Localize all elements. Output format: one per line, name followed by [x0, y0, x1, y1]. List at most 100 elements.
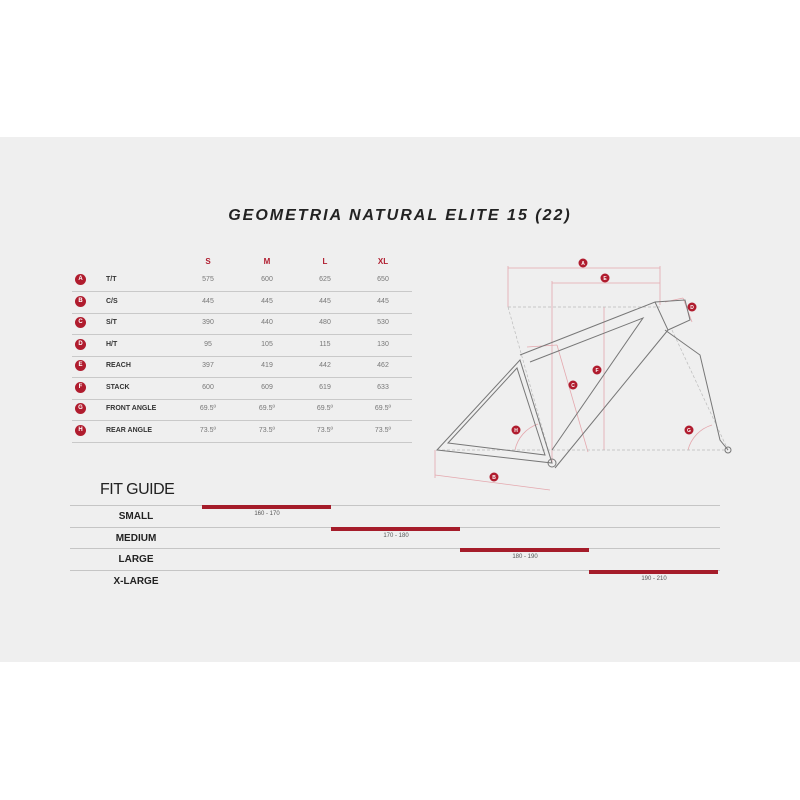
row-value: 650: [377, 276, 389, 283]
row-divider: [72, 420, 412, 421]
row-value: 105: [261, 340, 273, 348]
diagram-badge: B: [489, 472, 499, 482]
fit-size-label: MEDIUM: [115, 532, 157, 544]
row-value: 445: [261, 297, 273, 305]
row-label: H/T: [106, 340, 118, 348]
svg-text:F: F: [595, 368, 598, 374]
row-value: 73.5º: [374, 426, 392, 434]
geometry-row: D H/T 95 105 115 130: [72, 336, 412, 357]
row-badge: H: [75, 424, 86, 436]
row-value: 480: [319, 319, 331, 326]
page-title: GEOMETRIA NATURAL ELITE 15 (22): [228, 207, 572, 224]
row-value: 462: [377, 362, 389, 369]
row-divider: [72, 355, 412, 357]
row-label: C/S: [106, 297, 118, 305]
row-value: 619: [319, 383, 331, 391]
row-value: 73.5º: [258, 426, 276, 434]
row-value: 600: [261, 276, 273, 283]
background-band: [0, 137, 800, 662]
row-value: 130: [377, 340, 389, 348]
fit-range-label: 160 - 170: [254, 511, 280, 517]
row-label: T/T: [106, 276, 117, 283]
row-divider: [72, 398, 412, 400]
row-badge: A: [75, 274, 86, 285]
row-value: 73.5º: [316, 426, 334, 434]
svg-text:D: D: [690, 305, 694, 311]
fit-row: SMALL 160 - 170: [70, 505, 720, 527]
svg-text:H: H: [514, 428, 518, 434]
row-badge: B: [75, 295, 86, 307]
fit-size-label: SMALL: [118, 511, 154, 522]
row-value: 440: [261, 319, 273, 326]
size-header: XL: [377, 257, 389, 266]
svg-text:B: B: [492, 475, 496, 481]
row-badge: G: [75, 403, 86, 414]
geometry-row: F STACK 600 609 619 633: [72, 379, 412, 400]
row-value: 115: [319, 340, 331, 348]
svg-text:E: E: [603, 276, 607, 282]
row-value: 633: [377, 383, 389, 391]
diagram-badge: E: [600, 273, 610, 283]
row-label: REAR ANGLE: [106, 426, 153, 434]
row-label: S/T: [106, 319, 117, 326]
row-value: 69.5º: [199, 405, 217, 412]
geometry-row: E REACH 397 419 442 462: [72, 357, 412, 378]
fit-row: MEDIUM 170 - 180: [70, 526, 720, 549]
row-value: 397: [202, 362, 214, 369]
row-value: 69.5º: [316, 405, 334, 412]
row-value: 575: [202, 276, 214, 283]
row-label: FRONT ANGLE: [106, 405, 157, 412]
fit-range-bar: [331, 526, 460, 531]
row-divider: [72, 312, 412, 314]
size-header: L: [322, 257, 328, 266]
row-value: 419: [261, 362, 273, 369]
row-value: 600: [202, 383, 214, 391]
diagram-badge: D: [687, 302, 697, 312]
size-header: S: [205, 257, 211, 266]
row-badge: E: [75, 360, 86, 371]
row-value: 95: [204, 340, 212, 348]
row-divider: [72, 377, 412, 378]
geometry-row: A T/T 575 600 625 650: [72, 271, 412, 292]
fit-range-bar: [589, 569, 718, 574]
fit-size-label: LARGE: [118, 554, 154, 565]
geometry-row: H REAR ANGLE 73.5º 73.5º 73.5º 73.5º: [72, 422, 412, 443]
geometry-row: B C/S 445 445 445 445: [72, 293, 412, 314]
fit-range-label: 190 - 210: [641, 575, 667, 582]
diagram-badge: F: [592, 365, 602, 375]
row-badge: D: [75, 338, 86, 350]
row-value: 69.5º: [258, 405, 276, 412]
fit-range-bar: [460, 548, 589, 552]
row-value: 390: [202, 319, 214, 326]
fit-size-label: X-LARGE: [113, 575, 159, 587]
row-value: 73.5º: [199, 426, 217, 434]
geometry-row: C S/T 390 440 480 530: [72, 314, 412, 335]
row-value: 442: [319, 362, 331, 369]
row-divider: [72, 291, 412, 292]
row-value: 530: [377, 319, 389, 326]
row-badge: F: [75, 381, 86, 393]
svg-text:A: A: [581, 261, 585, 267]
fit-row: LARGE 180 - 190: [70, 548, 720, 570]
diagram-badge: A: [578, 258, 588, 268]
row-label: REACH: [106, 362, 131, 369]
row-divider: [72, 441, 412, 443]
diagram-badge: G: [684, 425, 694, 435]
row-value: 445: [377, 297, 389, 305]
row-value: 69.5º: [374, 405, 392, 412]
diagram-badge: C: [568, 380, 578, 390]
row-value: 609: [261, 383, 273, 391]
fit-range-label: 170 - 180: [383, 532, 409, 539]
row-value: 445: [202, 297, 214, 305]
row-badge: C: [75, 317, 86, 328]
diagram-badge: H: [511, 425, 521, 435]
size-header: M: [263, 257, 271, 266]
row-label: STACK: [106, 383, 130, 391]
row-value: 445: [319, 297, 331, 305]
fit-row: X-LARGE 190 - 210: [70, 569, 720, 592]
fit-range-bar: [202, 505, 331, 509]
svg-text:C: C: [571, 383, 575, 389]
row-divider: [72, 334, 412, 335]
row-value: 625: [319, 276, 331, 283]
